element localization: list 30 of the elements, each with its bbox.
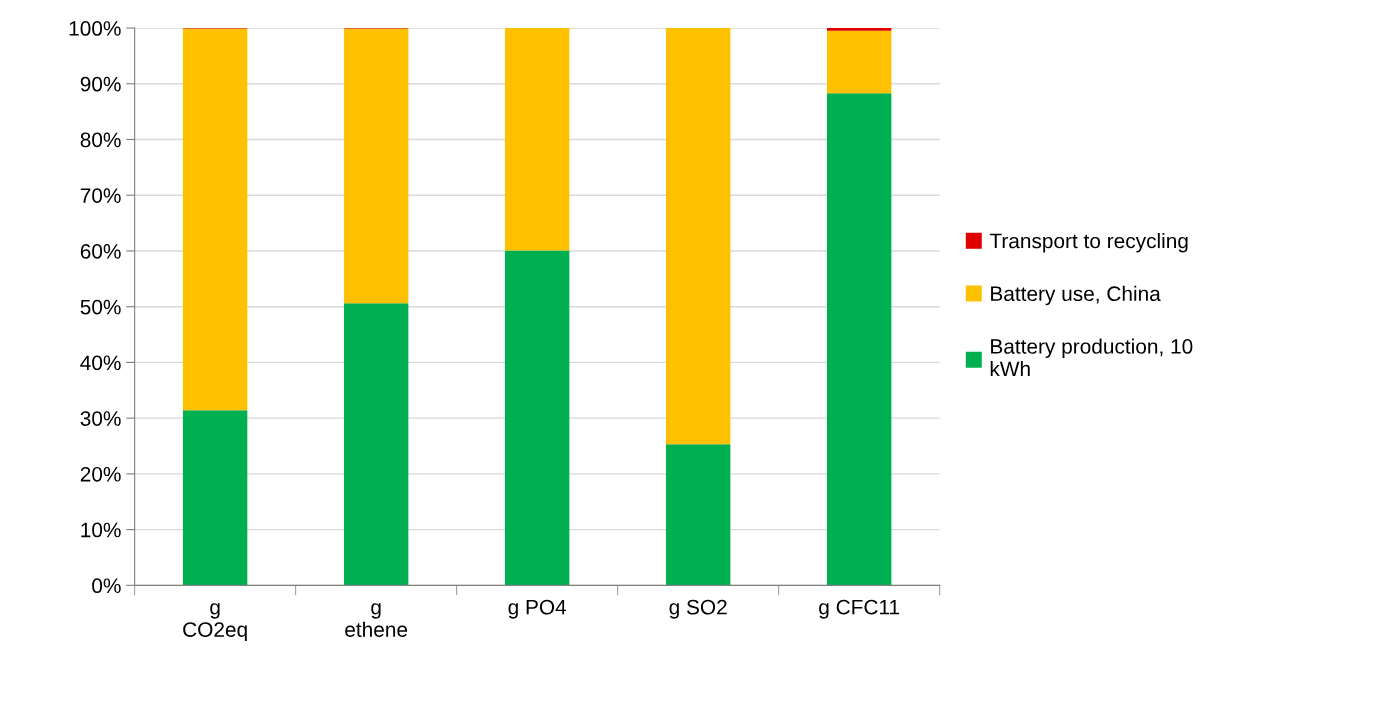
legend-label: Battery use, China xyxy=(991,285,1161,306)
y-tick-label: 60% xyxy=(80,243,121,259)
y-tick-label: 20% xyxy=(80,466,121,482)
y-tick-label: 40% xyxy=(80,355,121,371)
bar xyxy=(826,93,892,586)
y-tick-label: 50% xyxy=(80,299,121,315)
y-tick-label: 0% xyxy=(92,578,121,594)
y-tick-label: 30% xyxy=(80,411,121,426)
bar xyxy=(343,303,409,586)
bar xyxy=(504,250,570,586)
x-tick-label: g CO2eq xyxy=(183,603,247,642)
y-tick-label: 70% xyxy=(80,188,121,203)
bar xyxy=(665,28,731,445)
bar xyxy=(182,410,248,586)
legend-label: Battery production, 10 kWh xyxy=(990,338,1193,377)
bar xyxy=(343,28,409,304)
x-tick-label: g SO2 xyxy=(669,599,727,619)
y-tick-label: 100% xyxy=(69,21,121,36)
x-tick-label: g PO4 xyxy=(508,599,567,619)
bar xyxy=(504,28,570,251)
bar xyxy=(665,444,731,586)
y-tick-label: 80% xyxy=(80,132,121,148)
x-tick-label: g CFC11 xyxy=(819,599,900,619)
bar xyxy=(182,28,248,411)
y-tick-label: 90% xyxy=(80,76,121,92)
legend-label: Transport to recycling xyxy=(989,233,1188,253)
bar xyxy=(826,28,892,31)
bar xyxy=(826,30,892,94)
y-tick-label: 10% xyxy=(81,522,121,538)
x-tick-label: g ethene xyxy=(345,603,408,637)
